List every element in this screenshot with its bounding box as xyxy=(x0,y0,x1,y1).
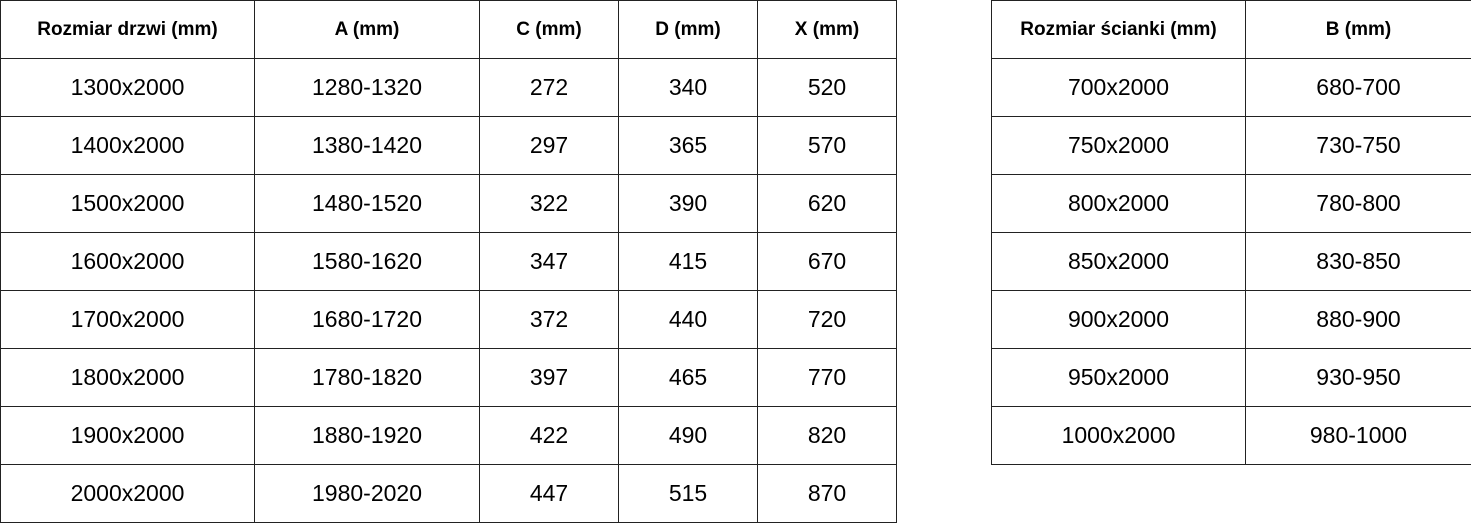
table-row: 700x2000 680-700 xyxy=(991,58,1471,117)
table-cell: 780-800 xyxy=(1245,174,1471,233)
table-cell: 422 xyxy=(479,406,619,465)
table-cell: 1680-1720 xyxy=(254,290,480,349)
table-cell: 900x2000 xyxy=(991,290,1246,349)
table-cell: 347 xyxy=(479,232,619,291)
table-cell: 465 xyxy=(618,348,758,407)
column-header: B (mm) xyxy=(1245,0,1471,59)
table-cell: 1600x2000 xyxy=(0,232,255,291)
table-cell: 322 xyxy=(479,174,619,233)
table-cell: 397 xyxy=(479,348,619,407)
table-cell: 447 xyxy=(479,464,619,523)
table-cell: 770 xyxy=(757,348,897,407)
table-cell: 820 xyxy=(757,406,897,465)
column-header: Rozmiar drzwi (mm) xyxy=(0,0,255,59)
table-cell: 365 xyxy=(618,116,758,175)
table-cell: 1400x2000 xyxy=(0,116,255,175)
table-header-row: Rozmiar ścianki (mm) B (mm) xyxy=(991,0,1471,59)
table-cell: 1980-2020 xyxy=(254,464,480,523)
table-cell: 297 xyxy=(479,116,619,175)
table-cell: 1480-1520 xyxy=(254,174,480,233)
table-cell: 1880-1920 xyxy=(254,406,480,465)
table-row: 750x2000 730-750 xyxy=(991,116,1471,175)
table-cell: 800x2000 xyxy=(991,174,1246,233)
table-cell: 372 xyxy=(479,290,619,349)
table-cell: 720 xyxy=(757,290,897,349)
table-cell: 2000x2000 xyxy=(0,464,255,523)
table-cell: 515 xyxy=(618,464,758,523)
table-cell: 750x2000 xyxy=(991,116,1246,175)
table-cell: 1280-1320 xyxy=(254,58,480,117)
table-cell: 490 xyxy=(618,406,758,465)
wall-size-table: Rozmiar ścianki (mm) B (mm) 700x2000 680-7… xyxy=(991,0,1471,465)
table-cell: 830-850 xyxy=(1245,232,1471,291)
table-row: 1800x2000 1780-1820 397 465 770 xyxy=(0,348,897,407)
table-row: 2000x2000 1980-2020 447 515 870 xyxy=(0,464,897,523)
column-header: Rozmiar ścianki (mm) xyxy=(991,0,1246,59)
table-header-row: Rozmiar drzwi (mm) A (mm) C (mm) D (mm) X (m… xyxy=(0,0,897,59)
table-cell: 440 xyxy=(618,290,758,349)
table-cell: 980-1000 xyxy=(1245,406,1471,465)
table-cell: 1000x2000 xyxy=(991,406,1246,465)
table-cell: 850x2000 xyxy=(991,232,1246,291)
table-cell: 880-900 xyxy=(1245,290,1471,349)
table-cell: 340 xyxy=(618,58,758,117)
table-row: 1900x2000 1880-1920 422 490 820 xyxy=(0,406,897,465)
table-cell: 670 xyxy=(757,232,897,291)
table-cell: 870 xyxy=(757,464,897,523)
table-cell: 272 xyxy=(479,58,619,117)
table-cell: 415 xyxy=(618,232,758,291)
table-cell: 390 xyxy=(618,174,758,233)
table-cell: 1580-1620 xyxy=(254,232,480,291)
column-header: D (mm) xyxy=(618,0,758,59)
table-row: 900x2000 880-900 xyxy=(991,290,1471,349)
table-row: 850x2000 830-850 xyxy=(991,232,1471,291)
table-cell: 1380-1420 xyxy=(254,116,480,175)
table-cell: 930-950 xyxy=(1245,348,1471,407)
table-row: 1300x2000 1280-1320 272 340 520 xyxy=(0,58,897,117)
table-row: 800x2000 780-800 xyxy=(991,174,1471,233)
column-header: X (mm) xyxy=(757,0,897,59)
table-row: 1600x2000 1580-1620 347 415 670 xyxy=(0,232,897,291)
table-cell: 1780-1820 xyxy=(254,348,480,407)
table-row: 1500x2000 1480-1520 322 390 620 xyxy=(0,174,897,233)
table-cell: 1300x2000 xyxy=(0,58,255,117)
column-header: A (mm) xyxy=(254,0,480,59)
table-cell: 680-700 xyxy=(1245,58,1471,117)
table-cell: 1800x2000 xyxy=(0,348,255,407)
table-cell: 1500x2000 xyxy=(0,174,255,233)
table-cell: 520 xyxy=(757,58,897,117)
table-row: 1400x2000 1380-1420 297 365 570 xyxy=(0,116,897,175)
table-cell: 620 xyxy=(757,174,897,233)
table-row: 950x2000 930-950 xyxy=(991,348,1471,407)
doors-size-table: Rozmiar drzwi (mm) A (mm) C (mm) D (mm) X (m… xyxy=(0,0,897,523)
table-cell: 950x2000 xyxy=(991,348,1246,407)
column-header: C (mm) xyxy=(479,0,619,59)
table-cell: 570 xyxy=(757,116,897,175)
table-cell: 1700x2000 xyxy=(0,290,255,349)
table-cell: 730-750 xyxy=(1245,116,1471,175)
table-row: 1000x2000 980-1000 xyxy=(991,406,1471,465)
table-cell: 700x2000 xyxy=(991,58,1246,117)
table-cell: 1900x2000 xyxy=(0,406,255,465)
table-row: 1700x2000 1680-1720 372 440 720 xyxy=(0,290,897,349)
